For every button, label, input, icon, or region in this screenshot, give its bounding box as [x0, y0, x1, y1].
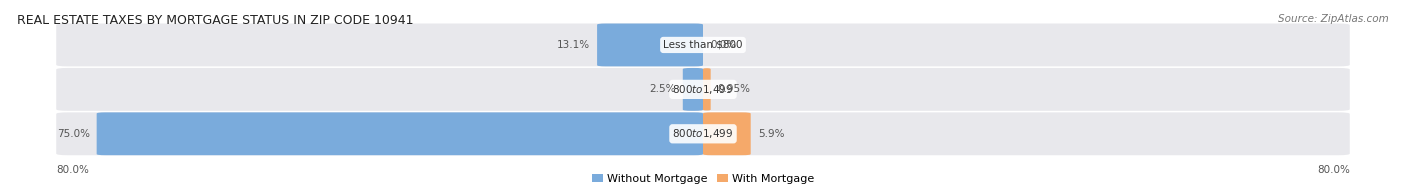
Text: Less than $800: Less than $800 — [664, 40, 742, 50]
Text: REAL ESTATE TAXES BY MORTGAGE STATUS IN ZIP CODE 10941: REAL ESTATE TAXES BY MORTGAGE STATUS IN … — [17, 14, 413, 27]
Text: 5.9%: 5.9% — [758, 129, 785, 139]
Text: $800 to $1,499: $800 to $1,499 — [672, 127, 734, 140]
Text: 75.0%: 75.0% — [56, 129, 90, 139]
Text: 2.5%: 2.5% — [650, 84, 676, 94]
Legend: Without Mortgage, With Mortgage: Without Mortgage, With Mortgage — [588, 170, 818, 189]
Text: $800 to $1,499: $800 to $1,499 — [672, 83, 734, 96]
Text: Source: ZipAtlas.com: Source: ZipAtlas.com — [1278, 14, 1389, 24]
Text: 80.0%: 80.0% — [56, 165, 89, 175]
Text: 0.95%: 0.95% — [717, 84, 751, 94]
Text: 80.0%: 80.0% — [1317, 165, 1350, 175]
Text: 0.0%: 0.0% — [710, 40, 737, 50]
Text: 13.1%: 13.1% — [557, 40, 591, 50]
